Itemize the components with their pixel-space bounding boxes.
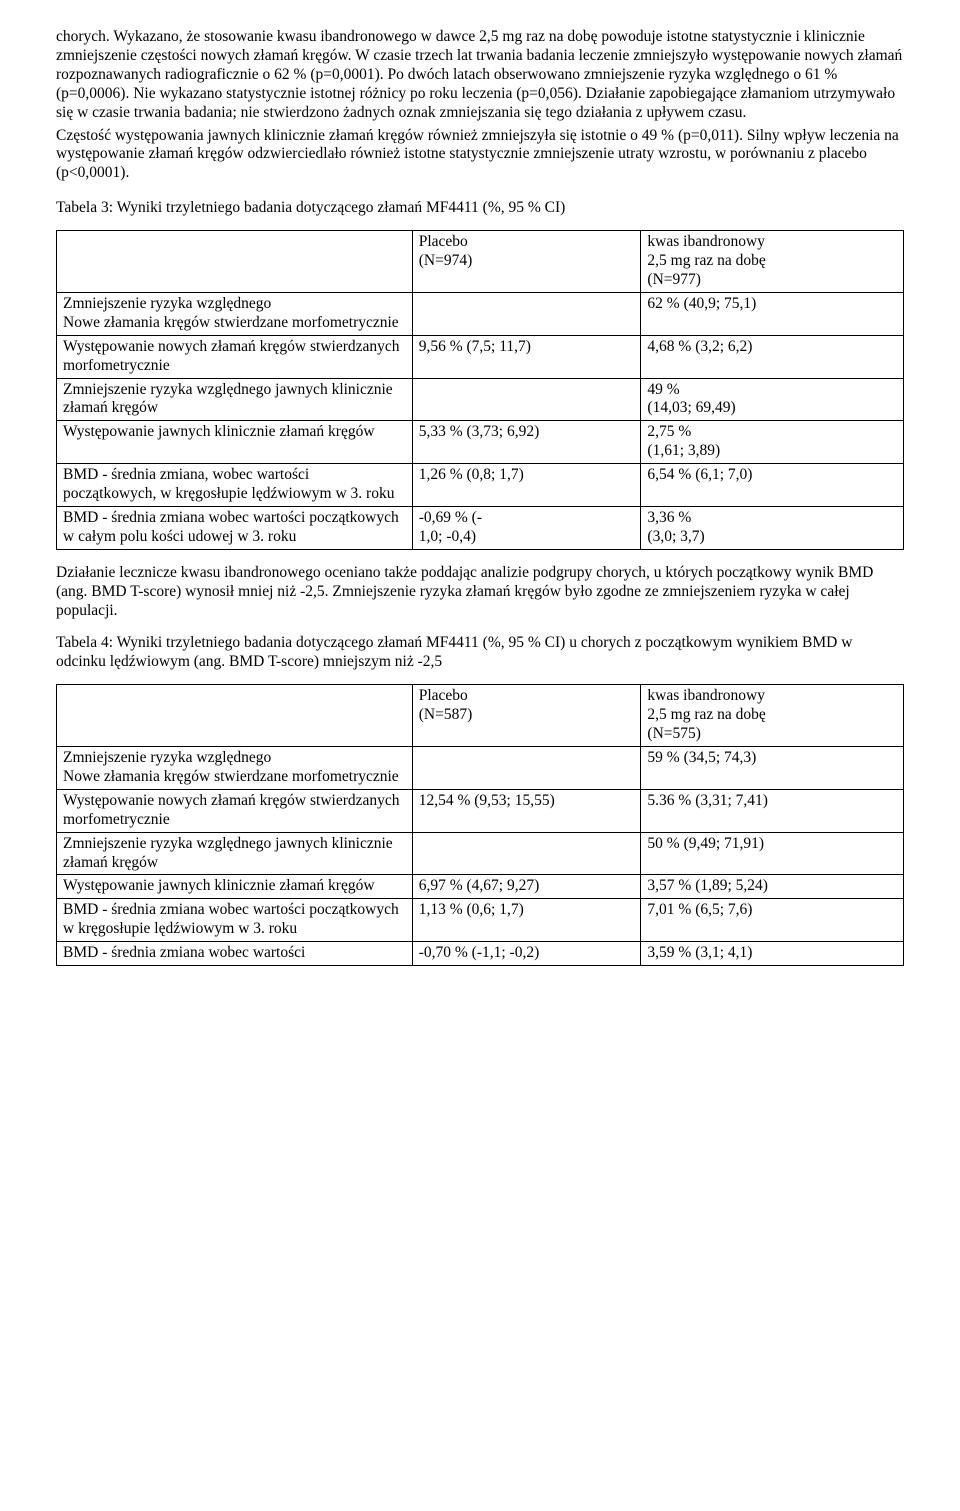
table3-row-placebo [412,378,641,421]
table4-row-drug: 7,01 % (6,5; 7,6) [641,899,904,942]
table3-row-drug: 62 % (40,9; 75,1) [641,292,904,335]
table3-row-label: Zmniejszenie ryzyka względnegoNowe złama… [57,292,413,335]
table3-row-drug: 2,75 %(1,61; 3,89) [641,421,904,464]
table4-header-placebo: Placebo(N=587) [412,685,641,747]
table3-row-drug: 4,68 % (3,2; 6,2) [641,335,904,378]
table4-row-drug: 59 % (34,5; 74,3) [641,747,904,790]
table-row: Występowanie nowych złamań kręgów stwier… [57,789,904,832]
table3-row-label: BMD - średnia zmiana, wobec wartości poc… [57,464,413,507]
table4-row-placebo: 12,54 % (9,53; 15,55) [412,789,641,832]
table4-title: Tabela 4: Wyniki trzyletniego badania do… [56,634,904,672]
table4-row-label: Występowanie nowych złamań kręgów stwier… [57,789,413,832]
table4-header-drug: kwas ibandronowy2,5 mg raz na dobę(N=575… [641,685,904,747]
table3-row-label: Występowanie nowych złamań kręgów stwier… [57,335,413,378]
table4-row-label: Występowanie jawnych klinicznie złamań k… [57,875,413,899]
table-row: BMD - średnia zmiana wobec wartości pocz… [57,899,904,942]
table3-row-drug: 3,36 %(3,0; 3,7) [641,506,904,549]
table3-row-drug: 6,54 % (6,1; 7,0) [641,464,904,507]
table-row: Występowanie jawnych klinicznie złamań k… [57,875,904,899]
table4-row-placebo: 1,13 % (0,6; 1,7) [412,899,641,942]
table4-row-placebo [412,832,641,875]
table-row: Placebo(N=974) kwas ibandronowy2,5 mg ra… [57,231,904,293]
table4-row-placebo: 6,97 % (4,67; 9,27) [412,875,641,899]
table3-row-drug: 49 %(14,03; 69,49) [641,378,904,421]
mid-paragraph: Działanie lecznicze kwasu ibandronowego … [56,564,904,621]
table3-row-label: Występowanie jawnych klinicznie złamań k… [57,421,413,464]
table3-header-drug: kwas ibandronowy2,5 mg raz na dobę(N=977… [641,231,904,293]
table3-row-placebo: 9,56 % (7,5; 11,7) [412,335,641,378]
table-row: BMD - średnia zmiana, wobec wartości poc… [57,464,904,507]
table4-row-label: Zmniejszenie ryzyka względnegoNowe złama… [57,747,413,790]
table-row: BMD - średnia zmiana wobec wartości pocz… [57,506,904,549]
table3-header-empty [57,231,413,293]
table4-row-drug: 50 % (9,49; 71,91) [641,832,904,875]
table3-row-placebo: 1,26 % (0,8; 1,7) [412,464,641,507]
table3-row-label: Zmniejszenie ryzyka względnego jawnych k… [57,378,413,421]
table4-row-label: BMD - średnia zmiana wobec wartości [57,942,413,966]
table3-row-placebo: 5,33 % (3,73; 6,92) [412,421,641,464]
table4-header-empty [57,685,413,747]
table4-row-drug: 3,59 % (3,1; 4,1) [641,942,904,966]
table3-header-placebo: Placebo(N=974) [412,231,641,293]
table-row: Występowanie jawnych klinicznie złamań k… [57,421,904,464]
table3-title: Tabela 3: Wyniki trzyletniego badania do… [56,199,904,218]
table-row: Występowanie nowych złamań kręgów stwier… [57,335,904,378]
intro-paragraph-1: chorych. Wykazano, że stosowanie kwasu i… [56,28,904,123]
table4-row-drug: 5.36 % (3,31; 7,41) [641,789,904,832]
table-row: Zmniejszenie ryzyka względnego jawnych k… [57,832,904,875]
table4-row-placebo [412,747,641,790]
table3-row-placebo: -0,69 % (-1,0; -0,4) [412,506,641,549]
table4-row-placebo: -0,70 % (-1,1; -0,2) [412,942,641,966]
table-row: Placebo(N=587) kwas ibandronowy2,5 mg ra… [57,685,904,747]
table4-row-drug: 3,57 % (1,89; 5,24) [641,875,904,899]
table-row: Zmniejszenie ryzyka względnegoNowe złama… [57,747,904,790]
table4-row-label: Zmniejszenie ryzyka względnego jawnych k… [57,832,413,875]
table4: Placebo(N=587) kwas ibandronowy2,5 mg ra… [56,684,904,966]
table-row: BMD - średnia zmiana wobec wartości -0,7… [57,942,904,966]
table-row: Zmniejszenie ryzyka względnego jawnych k… [57,378,904,421]
table3-row-placebo [412,292,641,335]
intro-paragraph-2: Częstość występowania jawnych klinicznie… [56,127,904,184]
table-row: Zmniejszenie ryzyka względnegoNowe złama… [57,292,904,335]
table4-row-label: BMD - średnia zmiana wobec wartości pocz… [57,899,413,942]
table3: Placebo(N=974) kwas ibandronowy2,5 mg ra… [56,230,904,550]
table3-row-label: BMD - średnia zmiana wobec wartości pocz… [57,506,413,549]
